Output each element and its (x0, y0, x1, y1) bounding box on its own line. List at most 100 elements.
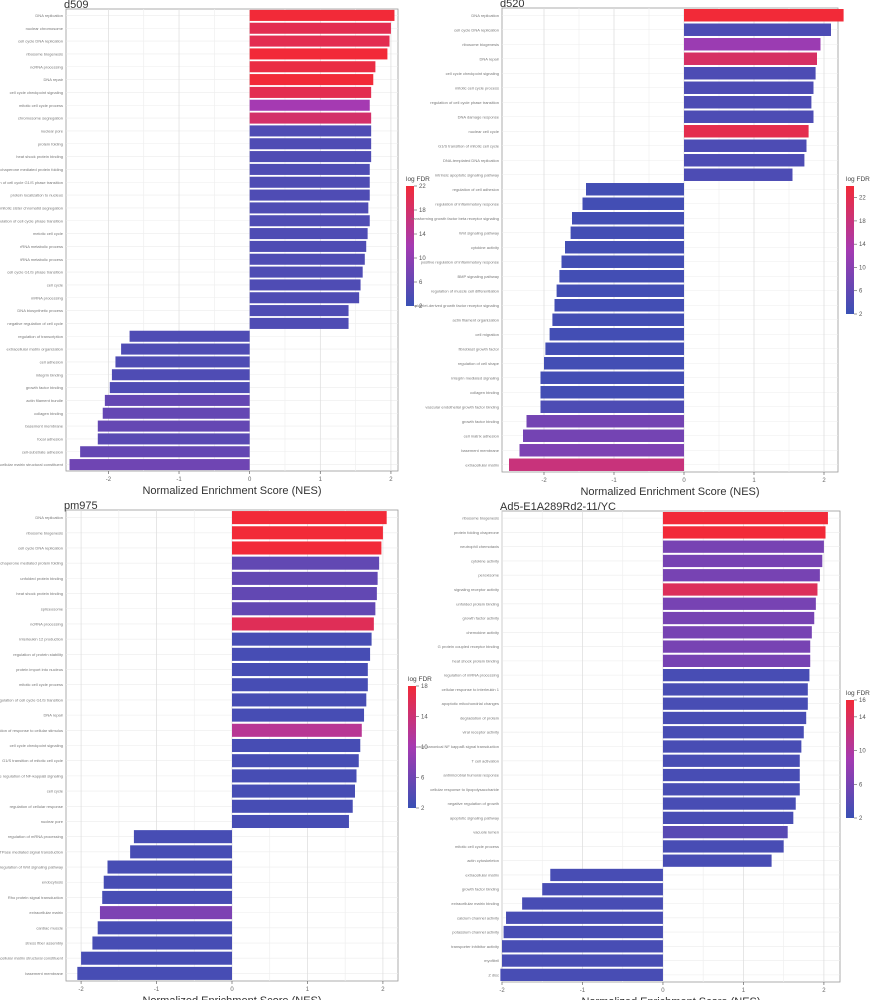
bar (662, 597, 816, 610)
category-label: apoptotic signaling pathway (450, 815, 499, 820)
bar (97, 433, 250, 445)
bar (232, 754, 359, 768)
category-label: nuclear cell cycle (469, 129, 500, 134)
x-axis-label: Normalized Enrichment Score (NES) (142, 485, 321, 497)
x-axis-label: Normalized Enrichment Score (NES) (580, 486, 759, 498)
bar (232, 571, 378, 585)
legend-tick-label: 22 (859, 196, 866, 202)
bar (502, 940, 663, 953)
x-tick-label: -1 (154, 987, 160, 993)
bar (249, 48, 388, 60)
category-label: basement membrane (25, 424, 64, 429)
category-label: chromosome segregation (18, 116, 63, 121)
x-tick-label: 2 (381, 987, 385, 993)
bar (232, 769, 357, 783)
bar (249, 9, 395, 21)
bar (232, 541, 382, 555)
category-label: regulation of cellular response (10, 804, 64, 809)
legend-tick-label: 2 (859, 816, 863, 822)
x-tick-label: 0 (661, 988, 665, 994)
bar (249, 292, 360, 304)
category-label: extracellular matrix (465, 872, 499, 877)
bar (80, 446, 250, 458)
category-label: extracellular matrix organization (7, 347, 63, 352)
bar (133, 830, 232, 844)
bar (249, 163, 370, 175)
category-label: mitotic cell cycle process (455, 844, 499, 849)
category-label: protein localization to nucleus (11, 193, 63, 198)
bar (662, 726, 804, 739)
panel-d509: d509 DNA replication nuclear chromosome cel… (0, 0, 440, 500)
category-label: cell-substrate adhesion (22, 449, 63, 454)
category-label: potassium channel activity (452, 930, 499, 935)
x-tick-label: 1 (319, 477, 323, 483)
bar (561, 255, 684, 268)
category-label: regulation of cell cycle phase transitio… (430, 100, 499, 105)
x-tick-label: -1 (176, 477, 182, 483)
category-label: DNA repair (43, 713, 63, 718)
category-label: DNA damage response (458, 114, 500, 119)
bar (107, 860, 232, 874)
bar (684, 96, 812, 109)
bar (526, 415, 684, 428)
legend-tick-label: 10 (859, 265, 866, 271)
bar (232, 617, 374, 631)
category-label: DNA repair (43, 77, 63, 82)
bar (249, 61, 376, 73)
category-label: cytokine activity (471, 558, 499, 563)
category-label: cell cycle G1/S phase transition (7, 270, 63, 275)
category-label: heat shock protein binding (16, 591, 63, 596)
bar (109, 382, 250, 394)
category-label: protein import into nucleus (16, 667, 63, 672)
category-label: ribosome biogenesis (462, 516, 499, 521)
category-label: signaling receptor activity (454, 587, 499, 592)
category-label: growth factor binding (462, 887, 499, 892)
bar (103, 875, 233, 889)
bar (552, 313, 684, 326)
bar (662, 711, 807, 725)
category-label: non canonical NF kappaB signal transduct… (419, 744, 499, 749)
bar (97, 921, 232, 935)
category-label: stress fiber assembly (25, 941, 63, 946)
category-label: negative regulation of growth (448, 801, 499, 806)
bar (662, 783, 800, 796)
category-label: actin filament organization (453, 317, 499, 322)
legend-tick-label: 2 (859, 312, 863, 318)
bar (662, 611, 815, 625)
category-label: positive regulation of inflammatory resp… (421, 259, 500, 264)
category-label: growth factor binding (462, 419, 499, 424)
category-label: cell cycle checkpoint signaling (10, 743, 63, 748)
x-tick-label: 2 (389, 477, 393, 483)
x-axis-label: Normalized Enrichment Score (NES) (142, 995, 321, 1000)
bar (522, 897, 663, 910)
bar (249, 125, 372, 137)
category-label: endocytosis (42, 880, 63, 885)
bar (102, 407, 250, 419)
chart-title: Ad5-E1A289Rd2-11/YC (500, 501, 616, 513)
bar (99, 906, 232, 920)
bar (684, 125, 809, 138)
category-label: T cell activation (472, 758, 500, 763)
category-label: focal adhesion (37, 436, 63, 441)
category-label: DNA replication (35, 515, 63, 520)
bar (662, 768, 800, 782)
legend-tick-label: 18 (421, 684, 428, 690)
bar (232, 708, 365, 722)
bar (115, 356, 250, 368)
category-label: nuclear chromosome (26, 26, 64, 31)
category-label: apoptotic mitochondrial changes (442, 701, 499, 706)
bar (97, 420, 250, 432)
bar (232, 799, 353, 813)
legend-tick-label: 10 (421, 745, 428, 751)
category-label: cell cycle DNA replication (18, 545, 63, 550)
bar (232, 556, 380, 570)
bar (684, 9, 844, 22)
category-label: calcium channel activity (457, 915, 499, 920)
bar (540, 400, 684, 413)
category-label: basement membrane (25, 971, 64, 976)
bar (544, 357, 684, 370)
category-label: meiotic cell cycle (33, 231, 64, 236)
category-label: DNA replication (35, 13, 63, 18)
legend-colorbar (408, 686, 416, 808)
bar (662, 811, 794, 825)
